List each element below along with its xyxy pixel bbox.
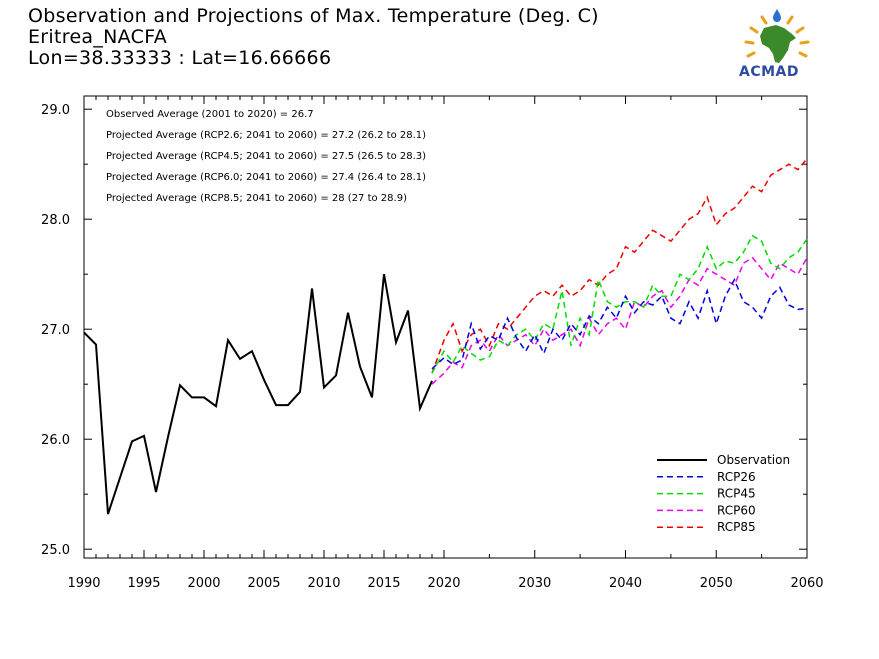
- legend-label-rcp60: RCP60: [717, 503, 756, 517]
- plot-frame: [83, 95, 808, 559]
- x-tick-label: 2020: [427, 576, 460, 591]
- stats-box: Observed Average (2001 to 2020) = 26.7 P…: [106, 109, 426, 204]
- chart-subtitle-location: Eritrea_NACFA: [28, 26, 167, 48]
- legend-label-rcp45: RCP45: [717, 487, 756, 501]
- axis-ticks: 25.0 26.0 27.0 28.0 29.0 1990 1995 2000 2005 2010…: [41, 96, 824, 591]
- stat-rcp26-average: Projected Average (RCP2.6; 2041 to 2060)…: [106, 130, 426, 141]
- series-line-observation: [83, 274, 433, 515]
- series-line-rcp45: [431, 234, 808, 374]
- y-tick-label: 27.0: [41, 323, 70, 338]
- stat-observed-average: Observed Average (2001 to 2020) = 26.7: [106, 109, 314, 120]
- x-tick-label: 1990: [67, 576, 100, 591]
- x-tick-label: 2000: [187, 576, 220, 591]
- y-tick-label: 26.0: [41, 433, 70, 448]
- stat-rcp60-average: Projected Average (RCP6.0; 2041 to 2060)…: [106, 172, 426, 183]
- series-line-rcp60: [431, 256, 808, 385]
- legend-label-observation: Observation: [717, 453, 790, 467]
- stat-rcp45-average: Projected Average (RCP4.5; 2041 to 2060)…: [106, 151, 426, 162]
- stat-rcp85-average: Projected Average (RCP8.5; 2041 to 2060)…: [106, 193, 407, 204]
- chart-title-block: Observation and Projections of Max. Temp…: [28, 6, 599, 69]
- x-tick-label: 2060: [790, 576, 823, 591]
- chart-title: Observation and Projections of Max. Temp…: [28, 5, 599, 27]
- x-tick-label: 2010: [307, 576, 340, 591]
- chart-legend: Observation RCP26 RCP45 RCP60 RCP85: [657, 453, 790, 534]
- y-tick-label: 28.0: [41, 213, 70, 228]
- y-tick-label: 25.0: [41, 543, 70, 558]
- legend-label-rcp85: RCP85: [717, 520, 756, 534]
- legend-label-rcp26: RCP26: [717, 470, 756, 484]
- series-line-rcp85: [431, 158, 808, 374]
- series-layer: [83, 158, 808, 515]
- x-tick-label: 1995: [127, 576, 160, 591]
- x-tick-label: 2050: [700, 576, 733, 591]
- x-tick-label: 2030: [518, 576, 551, 591]
- y-tick-label: 29.0: [41, 103, 70, 118]
- logo-text: ACMAD: [739, 64, 799, 80]
- chart-subtitle-coordinates: Lon=38.33333 : Lat=16.66666: [28, 47, 332, 69]
- x-tick-label: 2015: [367, 576, 400, 591]
- x-tick-label: 2040: [609, 576, 642, 591]
- africa-map-icon: [744, 9, 810, 63]
- x-tick-label: 2005: [247, 576, 280, 591]
- series-line-rcp26: [431, 277, 808, 370]
